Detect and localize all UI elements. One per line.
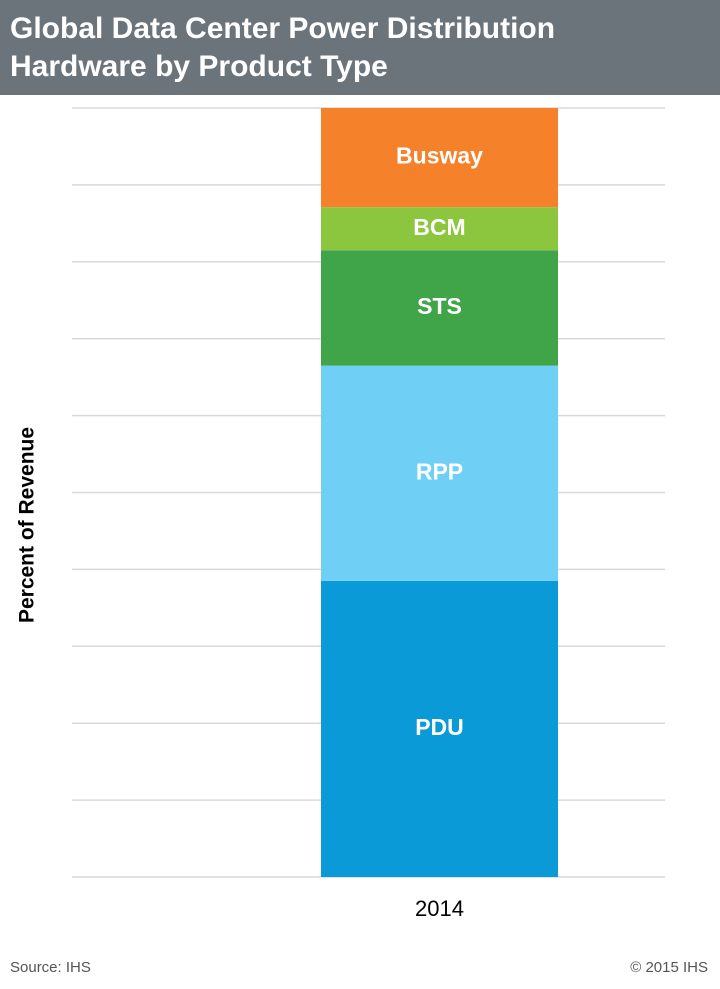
bar-segment [321,207,558,251]
bar-segment [321,580,558,877]
bar-segment [321,365,558,581]
y-axis-label: Percent of Revenue [16,427,39,623]
segment-label: PDU [415,714,464,740]
x-tick-label: 2014 [415,896,464,921]
segment-label: Busway [396,143,483,169]
bar-segment [321,108,558,208]
segment-label: BCM [413,214,465,240]
bar-segment [321,250,558,366]
source: Source: IHS [10,959,91,976]
header-band: Global Data Center Power Distribution Ha… [0,0,720,95]
copyright: © 2015 IHS [630,959,708,976]
chart-title: Global Data Center Power Distribution Ha… [10,12,556,83]
segment-label: STS [417,293,462,319]
segment-label: RPP [416,458,463,484]
